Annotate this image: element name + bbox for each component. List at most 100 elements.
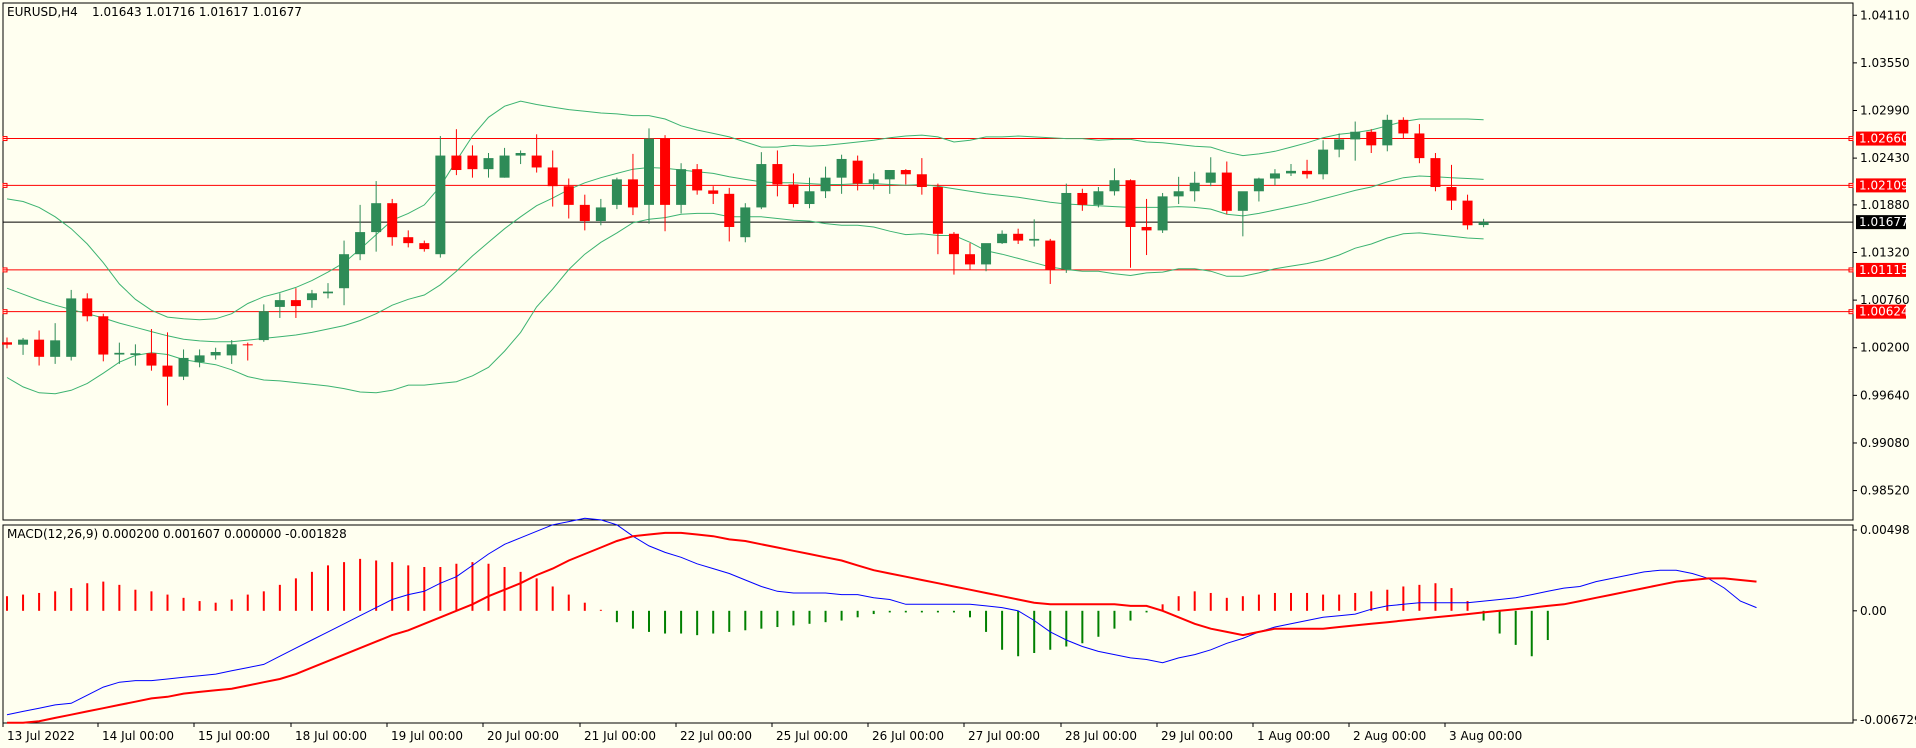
- candle-body: [1414, 133, 1425, 159]
- candle-body: [1061, 192, 1072, 270]
- candle-body: [1366, 131, 1377, 146]
- candle-body: [130, 353, 141, 355]
- candle-body: [306, 293, 317, 301]
- candle-body: [226, 344, 237, 356]
- candle-body: [1013, 233, 1024, 241]
- level-handle-left[interactable]: [2, 267, 8, 273]
- price-axis: 1.04110 1.03550 1.02990 1.02430 1.01880 1.013…: [1853, 8, 1910, 498]
- candle-body: [114, 352, 125, 355]
- candle-body: [916, 174, 927, 188]
- level-price-label: 1.00624: [1859, 305, 1909, 319]
- candle-body: [804, 191, 815, 205]
- candle-body: [547, 167, 558, 187]
- candle-body: [1029, 238, 1040, 241]
- candle-body: [884, 170, 895, 180]
- candle-body: [178, 357, 189, 377]
- candle-body: [499, 155, 510, 178]
- candle-body: [981, 243, 992, 265]
- level-handle-left[interactable]: [2, 136, 8, 142]
- candle-body: [1334, 139, 1345, 150]
- macd-tick-label: -0.006729: [1860, 713, 1916, 727]
- candle-body: [644, 138, 654, 205]
- candle-body: [788, 184, 799, 205]
- candle-body: [274, 300, 285, 307]
- time-tick-label: 15 Jul 00:00: [198, 729, 270, 743]
- time-tick-label: 22 Jul 00:00: [680, 729, 752, 743]
- macd-indicator: 0.00498 0.00 -0.006729: [6, 517, 1916, 727]
- level-price-tag: [1856, 262, 1906, 277]
- candle-body: [1430, 158, 1441, 188]
- price-tick-label: 1.00760: [1860, 293, 1910, 307]
- level-handle-right[interactable]: [1848, 267, 1854, 273]
- candle-body: [1253, 178, 1264, 192]
- candle-body: [836, 158, 847, 178]
- level-price-label: 1.02660: [1859, 132, 1909, 146]
- level-handle-left[interactable]: [2, 309, 8, 315]
- candle-body: [1398, 119, 1409, 134]
- level-price-tag: [1856, 131, 1906, 146]
- candle-body: [34, 339, 45, 357]
- symbol-label: EURUSD,H4: [7, 5, 78, 19]
- candle-body: [50, 340, 61, 357]
- candle-body: [290, 300, 301, 307]
- candle-body: [932, 187, 943, 234]
- candle-body: [162, 365, 173, 377]
- candle-body: [339, 254, 350, 289]
- price-tick-label: 1.00200: [1860, 341, 1910, 355]
- macd-tick-label: 0.00498: [1860, 523, 1910, 537]
- level-price-tag: [1856, 215, 1906, 230]
- candle-body: [146, 353, 157, 366]
- candle-body: [66, 298, 77, 357]
- candle-body: [210, 351, 221, 356]
- price-tick-label: 1.01320: [1860, 245, 1910, 259]
- time-tick-label: 27 Jul 00:00: [968, 729, 1040, 743]
- bollinger-upper-line: [6, 100, 1484, 321]
- candle-body: [1318, 149, 1329, 175]
- candle-body: [579, 204, 590, 222]
- candle-body: [1077, 192, 1088, 205]
- macd-signal-line: [7, 531, 1757, 724]
- time-tick-label: 14 Jul 00:00: [102, 729, 174, 743]
- candle-body: [852, 160, 863, 184]
- price-panel-frame: [2, 2, 1854, 521]
- price-tick-label: 1.02430: [1860, 151, 1910, 165]
- macd-tick-label: 0.00: [1860, 604, 1887, 618]
- level-handle-right[interactable]: [1848, 182, 1854, 188]
- candle-body: [948, 233, 959, 255]
- time-tick-label: 13 Jul 2022: [7, 729, 75, 743]
- time-tick-label: 21 Jul 00:00: [584, 729, 656, 743]
- candle-body: [515, 153, 526, 156]
- candle-body: [1125, 180, 1136, 227]
- candle-body: [1237, 191, 1248, 211]
- candle-body: [1109, 180, 1120, 192]
- price-tick-label: 1.04110: [1860, 8, 1910, 22]
- time-tick-label: 29 Jul 00:00: [1161, 729, 1233, 743]
- candle-body: [194, 355, 205, 363]
- candle-body: [483, 158, 494, 170]
- candle-body: [611, 179, 622, 205]
- candle-body: [1173, 191, 1184, 197]
- candle-body: [1302, 170, 1313, 175]
- candle-body: [355, 232, 366, 255]
- candle-body: [419, 243, 430, 250]
- candle-body: [1478, 222, 1489, 226]
- time-tick-label: 28 Jul 00:00: [1065, 729, 1137, 743]
- level-handle-right[interactable]: [1848, 309, 1854, 315]
- candle-body: [258, 311, 269, 341]
- candle-body: [1269, 173, 1280, 179]
- level-handle-right[interactable]: [1848, 136, 1854, 142]
- time-tick-label: 25 Jul 00:00: [776, 729, 848, 743]
- candle-body: [82, 298, 93, 317]
- level-price-label: 1.01677: [1859, 215, 1909, 229]
- candle-body: [627, 179, 638, 208]
- level-handle-left[interactable]: [2, 182, 8, 188]
- candle-body: [435, 155, 446, 255]
- candle-body: [740, 207, 751, 238]
- level-price-label: 1.01115: [1859, 263, 1909, 277]
- macd-panel-frame: [2, 524, 1854, 724]
- candle-body: [2, 342, 12, 345]
- candle-body: [531, 155, 542, 168]
- candle-body: [900, 170, 911, 175]
- price-tick-label: 0.99640: [1860, 388, 1910, 402]
